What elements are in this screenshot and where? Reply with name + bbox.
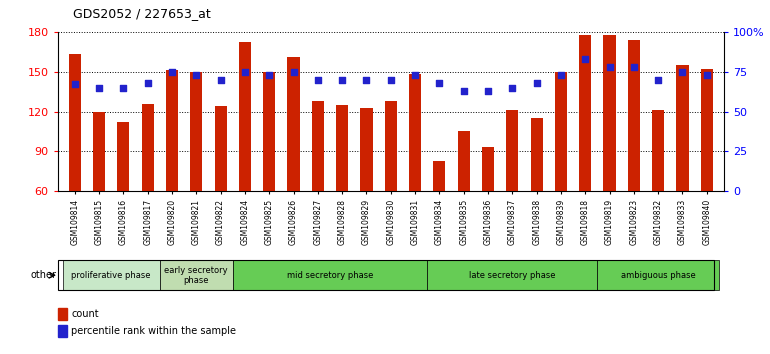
Bar [215,106,226,191]
Bar [482,147,494,191]
Text: count: count [71,309,99,319]
Bar [598,260,719,290]
Point [482,88,494,93]
Bar [434,161,446,191]
Point [93,85,105,90]
Point [166,69,178,74]
Bar [312,101,324,191]
Bar [555,72,567,191]
Point [190,72,203,78]
Bar [58,308,68,320]
Text: ambiguous phase: ambiguous phase [621,271,695,280]
Point [554,72,567,78]
Bar [190,72,203,191]
Point [652,77,665,82]
Bar [652,110,665,191]
Bar [531,118,543,191]
Point [506,85,518,90]
Bar [336,105,348,191]
Bar [142,103,154,191]
Bar [160,260,233,290]
Bar [166,70,178,191]
Text: early secretory
phase: early secretory phase [165,266,228,285]
Point [457,88,470,93]
Text: proliferative phase: proliferative phase [72,271,151,280]
Bar [628,40,640,191]
Bar [93,112,105,191]
Point [676,69,688,74]
Point [604,64,616,70]
Bar [409,74,421,191]
Point [69,81,81,87]
Bar [117,122,129,191]
Text: GDS2052 / 227653_at: GDS2052 / 227653_at [73,7,211,20]
Bar [457,131,470,191]
Bar [233,260,427,290]
Point [239,69,251,74]
Bar [69,55,81,191]
Point [117,85,129,90]
Point [579,56,591,62]
Text: mid secretory phase: mid secretory phase [286,271,373,280]
Bar [287,57,300,191]
Point [263,72,276,78]
Bar [385,101,397,191]
Text: late secretory phase: late secretory phase [469,271,556,280]
Bar [62,260,160,290]
Point [142,80,154,86]
Point [434,80,446,86]
Bar [263,72,276,191]
Point [312,77,324,82]
Point [287,69,300,74]
Point [531,80,543,86]
Point [360,77,373,82]
Point [215,77,227,82]
Bar [604,34,616,191]
Bar [239,42,251,191]
Text: other: other [31,270,56,280]
Point [628,64,640,70]
Bar [676,65,688,191]
Point [701,72,713,78]
Bar [506,110,518,191]
Text: percentile rank within the sample: percentile rank within the sample [71,326,236,336]
Bar [360,108,373,191]
Point [336,77,348,82]
Bar [701,69,713,191]
Point [385,77,397,82]
Bar [579,34,591,191]
Bar [427,260,598,290]
Point [409,72,421,78]
Bar [58,325,68,337]
